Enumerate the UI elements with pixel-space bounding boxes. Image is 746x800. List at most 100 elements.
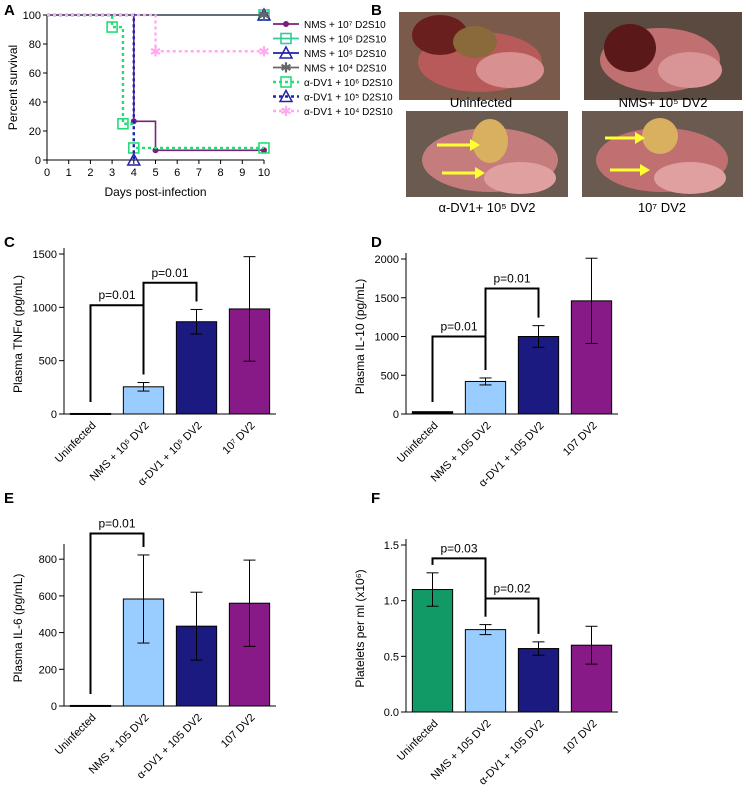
legend-label: NMS + 10⁵ D2S10 <box>304 49 387 60</box>
bar <box>464 380 507 415</box>
photo-adv1-dv2 <box>406 111 568 197</box>
x-tick-label: 9 <box>239 167 245 179</box>
y-tick-label: 800 <box>39 554 57 566</box>
x-tick-label: 10⁷ DV2 <box>220 420 257 457</box>
significance-bracket <box>89 532 145 694</box>
photo-107-dv2 <box>582 111 743 197</box>
y-tick-label: 1.0 <box>384 596 399 608</box>
significance-bracket <box>142 281 198 375</box>
survival-chart: 0 20 40 60 80 100 0 1 2 3 4 5 6 7 8 9 10 Days post-infect… <box>6 7 393 199</box>
x-tick-label: Uninfected <box>395 420 441 466</box>
panel-label-f: F <box>371 490 380 507</box>
y-axis-label: Plasma IL-6 (pg/mL) <box>11 574 25 683</box>
legend-marker <box>278 88 294 103</box>
panel-label-a: A <box>4 2 15 19</box>
x-tick-label: 1 <box>66 167 72 179</box>
x-axis-label: Days post-infection <box>104 185 206 199</box>
y-tick-label: 2000 <box>375 254 399 266</box>
y-tick-label: 1.5 <box>384 540 399 552</box>
photo-nms-dv2 <box>584 12 742 100</box>
legend-marker <box>278 45 294 59</box>
bar <box>464 629 507 713</box>
bar <box>517 648 560 713</box>
y-tick-label: 1500 <box>375 293 399 305</box>
x-tick-label: Uninfected <box>53 712 99 758</box>
data-point <box>126 152 142 166</box>
il10-chart: 0 500 1000 1500 2000 Plasma IL-10 (pg/mL) Unin… <box>353 253 618 489</box>
series-line <box>47 13 264 53</box>
x-tick-label: 6 <box>174 167 180 179</box>
y-axis-label: Plasma IL-10 (pg/mL) <box>353 279 367 394</box>
data-point: ✱ <box>150 44 162 60</box>
x-tick-label: 2 <box>87 167 93 179</box>
y-tick-label: 500 <box>381 370 399 382</box>
p-value-label: p=0.03 <box>440 541 477 555</box>
legend-label: NMS + 10⁴ D2S10 <box>304 64 387 75</box>
data-point <box>106 21 118 33</box>
bar <box>411 411 454 415</box>
x-tick-label: 10 <box>258 167 270 179</box>
y-tick-label: 0.5 <box>384 651 399 663</box>
x-tick-label: Uninfected <box>53 420 99 466</box>
y-tick-label: 60 <box>29 68 41 80</box>
significance-bracket <box>484 597 540 634</box>
p-value-label: p=0.01 <box>98 516 135 530</box>
y-tick-label: 80 <box>29 39 41 51</box>
significance-bracket <box>484 287 540 370</box>
y-tick-label: 0.0 <box>384 707 399 719</box>
photo-caption-107: 10⁷ DV2 <box>638 200 686 215</box>
photo-caption-uninfected: Uninfected <box>450 95 512 110</box>
legend-label: NMS + 10⁷ D2S10 <box>304 20 386 31</box>
y-tick-label: 40 <box>29 97 41 109</box>
y-tick-label: 1500 <box>33 249 57 261</box>
x-tick-label: 4 <box>131 167 137 179</box>
photo-caption-nms: NMS+ 10⁵ DV2 <box>619 95 708 110</box>
y-axis-label: Plasma TNFα (pg/mL) <box>11 275 25 393</box>
p-value-label: p=0.01 <box>440 320 477 334</box>
significance-bracket <box>431 557 487 617</box>
y-tick-label: 600 <box>39 591 57 603</box>
legend-label: NMS + 10⁶ D2S10 <box>304 35 387 46</box>
bar <box>517 336 560 415</box>
photo-grid: Uninfected NMS+ 10⁵ DV2 α-DV1+ 10⁵ DV2 1… <box>399 12 743 215</box>
data-point: ✱ <box>258 8 270 24</box>
p-value-label: p=0.02 <box>493 581 530 595</box>
bar <box>69 704 112 707</box>
x-tick-label: 107 DV2 <box>561 420 600 459</box>
x-tick-label: 5 <box>152 167 158 179</box>
x-tick-label: 0 <box>44 167 50 179</box>
legend-marker <box>280 76 292 88</box>
x-tick-label: 7 <box>196 167 202 179</box>
p-value-label: p=0.01 <box>493 271 530 285</box>
y-tick-label: 1000 <box>375 332 399 344</box>
bar <box>175 321 218 415</box>
panel-label-e: E <box>4 490 14 507</box>
y-tick-label: 0 <box>35 155 41 167</box>
legend-label: α-DV1 + 10⁴ D2S10 <box>304 107 393 118</box>
legend-marker: ✱ <box>280 104 292 120</box>
x-tick-label: 3 <box>109 167 115 179</box>
panel-label-d: D <box>371 234 382 251</box>
x-tick-label: 8 <box>218 167 224 179</box>
y-tick-label: 200 <box>39 664 57 676</box>
panel-label-c: C <box>4 234 15 251</box>
data-point <box>117 117 129 130</box>
y-tick-label: 0 <box>393 409 399 421</box>
panel-label-b: B <box>371 2 382 19</box>
y-tick-label: 500 <box>39 356 57 368</box>
legend-label: α-DV1 + 10⁶ D2S10 <box>304 78 393 89</box>
il6-chart: 0 200 400 600 800 Plasma IL-6 (pg/mL) Uninfect… <box>11 516 276 781</box>
y-tick-label: 400 <box>39 628 57 640</box>
y-tick-label: 1000 <box>33 302 57 314</box>
photo-caption-adv1: α-DV1+ 10⁵ DV2 <box>438 200 535 215</box>
y-axis-label: Platelets per ml (x10⁶) <box>353 569 367 687</box>
legend-marker <box>280 32 292 45</box>
x-tick-label: 107 DV2 <box>561 718 600 757</box>
data-point: ✱ <box>258 44 270 60</box>
tnf-chart: 0 500 1000 1500 Plasma TNFα (pg/mL) Uninfecte… <box>11 248 276 488</box>
y-axis-label: Percent survival <box>6 45 20 130</box>
bar <box>411 589 454 713</box>
x-tick-label: 107 DV2 <box>219 712 258 751</box>
series-line <box>47 13 136 160</box>
